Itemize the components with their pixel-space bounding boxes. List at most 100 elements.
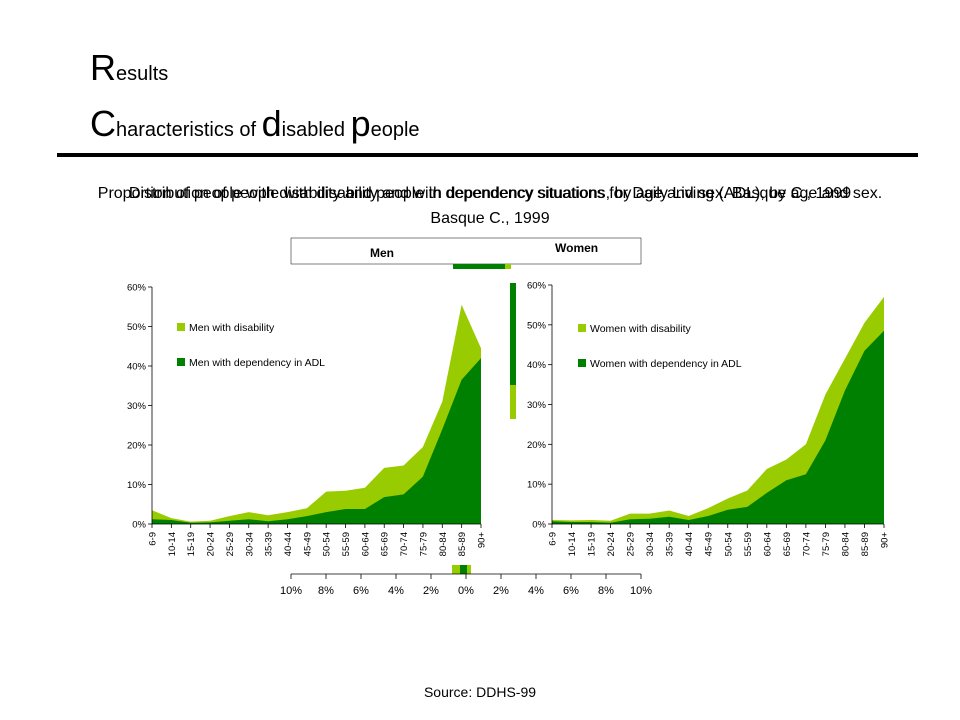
title-divider	[57, 153, 918, 157]
women-y-tick-label: 10%	[527, 480, 547, 491]
women-x-tick-label: 6-9	[548, 532, 559, 546]
women-x-tick-label: 70-74	[801, 532, 812, 556]
men-x-tick-label: 25-29	[225, 532, 236, 556]
men-legend-swatch	[177, 358, 185, 366]
men-x-tick-label: 30-34	[244, 532, 255, 556]
men-y-tick-label: 30%	[127, 401, 147, 412]
men-x-tick-label: 55-59	[341, 532, 352, 556]
pyramid-bar-men-top	[453, 264, 509, 269]
men-x-tick-label: 6-9	[148, 532, 159, 546]
men-x-tick-label: 45-49	[302, 532, 313, 556]
women-x-tick-label: 15-19	[587, 532, 598, 556]
women-x-tick-label: 55-59	[743, 532, 754, 556]
women-area-disability	[552, 296, 884, 524]
men-x-tick-label: 15-19	[186, 532, 197, 556]
women-x-tick-label: 25-29	[626, 532, 637, 556]
pyramid-x-tick-label: 0%	[458, 585, 474, 597]
women-chart: 0% 10% 20% 30% 40% 50% 60% 6-9 10-14 15-19 20-24 25…	[520, 275, 900, 565]
pyramid-caption: Distribution of people with disability a…	[128, 185, 852, 202]
women-x-tick-label: 20-24	[606, 532, 617, 556]
women-x-tick-label: 40-44	[684, 532, 695, 556]
men-x-tick-label: 85-89	[457, 532, 468, 556]
pyramid-chart: Men Women 10% 8% 6% 4% 2% 0% 2% 4% 6% 8% 10%	[280, 237, 652, 597]
men-chart: 0% 10% 20% 30% 40% 50% 60% 6-9 10-14 15-19 20-24 25…	[95, 275, 495, 565]
men-y-tick-label: 10%	[127, 480, 147, 491]
pyramid-bar-bottom-b	[460, 565, 467, 574]
men-legend-label: Men with dependency in ADL	[189, 357, 325, 369]
men-area-disability	[152, 304, 481, 524]
women-y-tick-label: 50%	[527, 320, 547, 331]
slide-title: Results	[90, 50, 168, 86]
men-x-tick-label: 75-79	[418, 532, 429, 556]
men-x-tick-label: 80-84	[438, 532, 449, 556]
women-x-tick-label: 30-34	[645, 532, 656, 556]
pyramid-frame	[290, 237, 642, 265]
subtitle-rest-0: haracteristics of	[116, 119, 262, 141]
source-note: Source: DDHS-99	[423, 684, 537, 700]
women-legend-swatch	[578, 359, 586, 367]
women-x-tick-label: 50-54	[723, 532, 734, 556]
women-x-tick-label: 80-84	[840, 532, 851, 556]
men-x-tick-label: 60-64	[360, 532, 371, 556]
pyramid-x-tick-label: 8%	[318, 585, 334, 597]
pyramid-x-tick-label: 10%	[280, 585, 302, 597]
pyramid-x-tick-label: 6%	[563, 585, 579, 597]
men-y-tick-label: 40%	[127, 362, 147, 373]
men-y-tick-label: 60%	[127, 283, 147, 294]
pyramid-bar-disab-top	[505, 264, 511, 269]
pyramid-men-label: Men	[370, 246, 394, 260]
women-legend-label: Women with dependency in ADL	[590, 358, 742, 370]
men-y-tick-label: 0%	[132, 520, 146, 531]
pyramid-bar-dep-col	[510, 283, 516, 385]
chart-caption: Proportion of people with disability and…	[97, 185, 883, 227]
men-x-tick-label: 40-44	[283, 532, 294, 556]
women-x-tick-label: 75-79	[821, 532, 832, 556]
women-x-tick-label: 90+	[880, 532, 891, 549]
women-legend-swatch	[578, 324, 586, 332]
pyramid-x-tick-label: 2%	[493, 585, 509, 597]
women-x-tick-label: 35-39	[665, 532, 676, 556]
men-x-tick-label: 65-69	[380, 532, 391, 556]
men-x-tick-label: 70-74	[399, 532, 410, 556]
pyramid-x-tick-label: 4%	[528, 585, 544, 597]
women-y-tick-label: 0%	[532, 520, 546, 531]
pyramid-women-label: Women	[555, 241, 598, 255]
pyramid-bar-bottom-c	[467, 565, 471, 574]
slide-subtitle: Characteristics of disabled people	[90, 106, 420, 142]
women-x-tick-label: 85-89	[860, 532, 871, 556]
subtitle-cap-0: C	[90, 103, 116, 144]
pyramid-x-tick-label: 8%	[598, 585, 614, 597]
men-x-tick-label: 10-14	[167, 532, 178, 556]
men-legend-label: Men with disability	[189, 322, 275, 334]
men-y-tick-label: 50%	[127, 322, 147, 333]
pyramid-x-tick-label: 6%	[353, 585, 369, 597]
subtitle-cap-1: d	[261, 103, 282, 144]
women-y-tick-label: 60%	[527, 281, 547, 292]
men-x-tick-label: 35-39	[264, 532, 275, 556]
slide-title-initial: R	[90, 47, 116, 88]
pyramid-bar-bottom-a	[452, 565, 460, 574]
slide-title-rest: esults	[116, 63, 169, 85]
men-area-dependency	[152, 358, 481, 524]
women-x-tick-label: 65-69	[782, 532, 793, 556]
women-y-tick-label: 30%	[527, 400, 547, 411]
subtitle-rest-2: eople	[370, 119, 420, 141]
men-x-tick-label: 20-24	[206, 532, 217, 556]
pyramid-x-tick-label: 4%	[388, 585, 404, 597]
men-legend-swatch	[177, 323, 185, 331]
women-x-tick-label: 10-14	[567, 532, 578, 556]
men-y-tick-label: 20%	[127, 441, 147, 452]
women-x-tick-label: 45-49	[704, 532, 715, 556]
women-legend-label: Women with disability	[590, 323, 692, 335]
subtitle-rest-1: isabled	[281, 119, 351, 141]
women-y-tick-label: 40%	[527, 360, 547, 371]
subtitle-cap-2: p	[350, 103, 371, 144]
pyramid-x-tick-label: 2%	[423, 585, 439, 597]
pyramid-bar-dis-col	[510, 385, 516, 419]
men-x-tick-label: 90+	[477, 532, 488, 549]
men-x-tick-label: 50-54	[322, 532, 333, 556]
pyramid-x-tick-label: 10%	[630, 585, 652, 597]
women-area-dependency	[552, 330, 884, 524]
women-y-tick-label: 20%	[527, 440, 547, 451]
